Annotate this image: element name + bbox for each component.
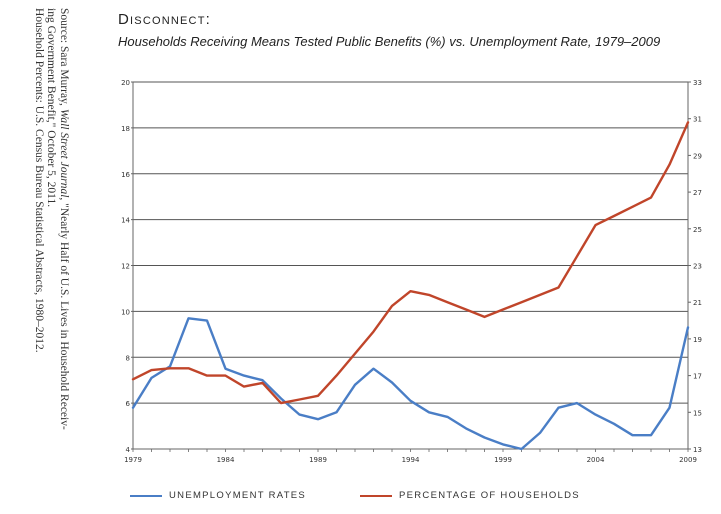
y-right-tick-label: 31 [693,116,702,124]
x-tick-label: 2009 [679,456,697,464]
x-tick-label: 1989 [309,456,327,464]
x-tick-label: 1999 [494,456,512,464]
chart-legend: UNEMPLOYMENT RATES PERCENTAGE OF HOUSEHO… [130,490,710,506]
y-right-tick-label: 29 [693,152,702,160]
series-line-unemployment [131,317,690,451]
source-line-2: ing Government Benefit," October 5, 2011… [45,8,58,208]
y-left-tick-label: 8 [126,354,130,362]
chart-subtitle: Households Receiving Means Tested Public… [118,34,661,49]
series-line-households [131,121,690,405]
x-tick-label: 1979 [124,456,142,464]
y-left-tick-label: 4 [126,446,131,454]
y-right-tick-label: 17 [693,373,702,381]
legend-swatch-unemployment [130,494,162,497]
y-right-tick-label: 13 [693,446,702,454]
y-left-tick-label: 12 [121,263,130,271]
y-left-tick-label: 6 [126,400,131,408]
y-right-tick-label: 27 [693,189,702,197]
y-right-tick-label: 15 [693,409,702,417]
chart-plot: 4 6 8 10 12 14 16 18 20 13 15 17 19 21 23 25 27 29 31 33 197… [121,79,702,464]
y-right-tick-label: 23 [693,263,702,271]
chart-title: Disconnect: [118,11,211,28]
y-right-tick-label: 25 [693,226,702,234]
y-right-tick-label: 19 [693,336,702,344]
legend-label-unemployment: UNEMPLOYMENT RATES [169,490,307,501]
y-right-tick-label: 33 [693,79,702,87]
legend-item-unemployment: UNEMPLOYMENT RATES [130,490,306,501]
y-left-tick-label: 14 [121,217,130,225]
source-note: Source: Sara Murray, Wall Street Journal… [0,0,100,514]
source-journal: Wall Street Journal [58,108,70,198]
y-left-tick-label: 16 [121,171,130,179]
source-line-1: Source: Sara Murray, Wall Street Journal… [58,8,70,430]
y-left-tick-label: 10 [121,308,130,316]
x-tick-label: 2004 [587,456,605,464]
y-left-tick-label: 20 [121,79,130,87]
x-tick-label: 1984 [217,456,235,464]
y-left-tick-label: 18 [121,125,130,133]
x-tick-label: 1994 [402,456,420,464]
legend-label-households: PERCENTAGE OF HOUSEHOLDS [399,490,580,501]
source-line-3: Household Percents: U.S. Census Bureau S… [33,8,45,353]
legend-swatch-households [360,494,392,497]
y-right-tick-label: 21 [693,299,702,307]
legend-item-households: PERCENTAGE OF HOUSEHOLDS [360,490,580,501]
chart-header: Disconnect: Households Receiving Means T… [118,8,708,49]
